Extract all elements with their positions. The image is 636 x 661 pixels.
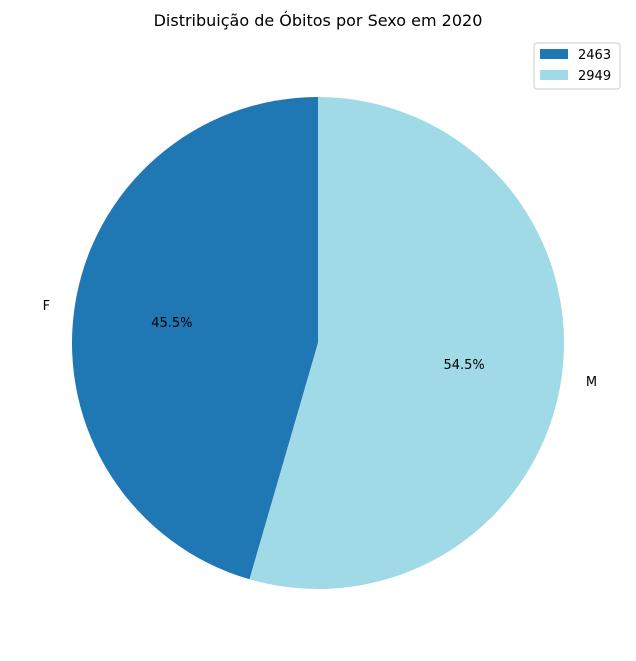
- pie-slice-m: [249, 97, 565, 589]
- chart-title: Distribuição de Óbitos por Sexo em 2020: [154, 11, 483, 30]
- slice-label-f: F: [43, 299, 50, 314]
- percent-label-f: 45.5%: [151, 316, 192, 331]
- legend-entry-m: 2949: [578, 69, 611, 84]
- legend: 2463 2949: [533, 42, 621, 90]
- slice-label-m: M: [586, 375, 597, 390]
- percent-label-m: 54.5%: [443, 358, 484, 373]
- pie-labels: F 45.5% M 54.5%: [43, 299, 598, 390]
- pie-slices: [72, 97, 565, 589]
- legend-entry-f: 2463: [578, 48, 611, 63]
- legend-swatch-f: [540, 49, 568, 59]
- legend-swatch-m: [540, 70, 568, 80]
- pie-slice-f: [72, 97, 319, 580]
